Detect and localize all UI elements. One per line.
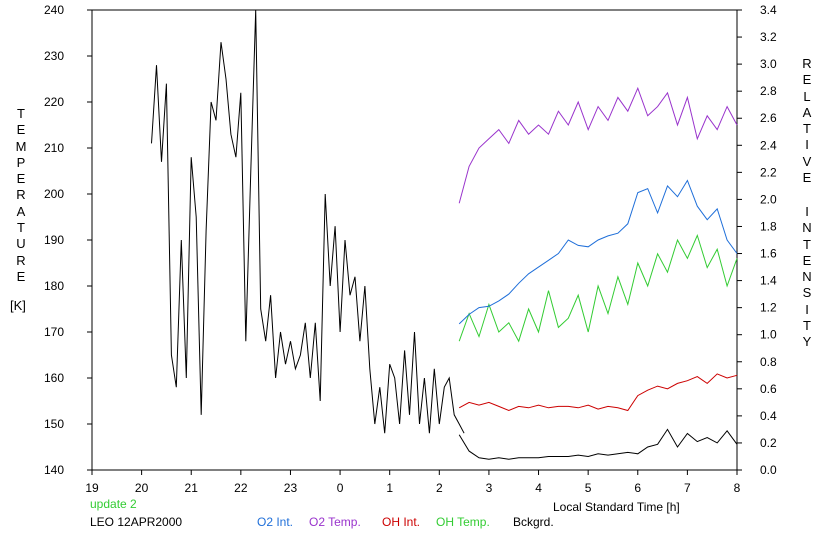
left-tick-label: 200	[44, 187, 64, 201]
x-tick-label: 6	[634, 481, 641, 495]
left-tick-label: 220	[44, 95, 64, 109]
right-tick-label: 1.8	[760, 219, 777, 233]
axis-title-letter: E	[802, 252, 812, 268]
axis-title-letter: T	[803, 121, 811, 137]
legend-entry: OH Temp.	[436, 515, 490, 529]
update-annotation: update 2	[90, 497, 137, 511]
axis-title-letter: R	[802, 56, 812, 71]
axis-title-letter: T	[803, 318, 811, 334]
x-tick-label: 7	[684, 481, 691, 495]
legend-entry: O2 Int.	[257, 515, 294, 529]
axis-title-letter: R	[16, 252, 26, 268]
x-tick-label: 21	[185, 481, 199, 495]
x-axis-title: Local Standard Time [h]	[553, 500, 680, 514]
axis-title-letter: V	[802, 153, 812, 169]
left-axis-unit: [K]	[10, 298, 26, 313]
series-line-temperature	[151, 9, 465, 434]
right-tick-label: 0.0	[760, 463, 777, 477]
series-line-o2-temp-	[458, 86, 738, 204]
right-tick-label: 1.0	[760, 328, 777, 342]
left-tick-label: 170	[44, 325, 64, 339]
left-tick-label: 140	[44, 463, 64, 477]
x-tick-label: 5	[585, 481, 592, 495]
plot-frame	[91, 9, 738, 471]
right-tick-label: 2.8	[760, 84, 777, 98]
right-tick-label: 1.2	[760, 301, 777, 315]
right-tick-label: 3.0	[760, 57, 777, 71]
station-date-annotation: LEO 12APR2000	[90, 515, 183, 529]
axis-title-letter: L	[803, 88, 811, 104]
legend-entry: O2 Temp.	[309, 515, 361, 529]
x-tick-label: 2	[436, 481, 443, 495]
left-tick-label: 150	[44, 417, 64, 431]
right-tick-label: 2.6	[760, 111, 777, 125]
right-tick-label: 2.4	[760, 138, 777, 152]
right-tick-label: 0.4	[760, 409, 777, 423]
axis-title-letter: T	[17, 220, 25, 236]
axis-title-letter: E	[16, 122, 26, 138]
axis-title-letter: I	[805, 204, 809, 219]
right-tick-label: 0.8	[760, 355, 777, 369]
legend-entry: Bckgrd.	[513, 515, 554, 529]
axis-title-letter: I	[805, 301, 809, 317]
x-tick-label: 3	[486, 481, 493, 495]
series-line-oh-int-	[458, 373, 738, 412]
x-tick-label: 22	[234, 481, 248, 495]
axis-title-letter: S	[802, 285, 812, 301]
x-tick-label: 23	[284, 481, 298, 495]
axis-title-letter: M	[15, 138, 27, 154]
axis-title-letter: A	[16, 203, 26, 219]
left-tick-label: 210	[44, 141, 64, 155]
series-line-oh-temp-	[458, 233, 738, 343]
right-tick-label: 0.6	[760, 382, 777, 396]
right-tick-label: 3.4	[760, 3, 777, 17]
x-tick-label: 0	[337, 481, 344, 495]
axis-title-letter: R	[16, 187, 26, 203]
axis-title-letter: E	[802, 72, 812, 88]
right-tick-label: 0.2	[760, 436, 777, 450]
right-tick-label: 2.0	[760, 192, 777, 206]
axis-title-letter: T	[17, 106, 25, 121]
left-tick-label: 160	[44, 371, 64, 385]
x-tick-label: 8	[734, 481, 741, 495]
axis-title-letter: P	[16, 154, 26, 170]
tick-labels-group: 19 20 21 22 23 0 1 2 3 4 5 6 7 8140150160170180190200…	[44, 3, 777, 495]
right-tick-label: 1.4	[760, 274, 777, 288]
axis-title-letter: I	[805, 137, 809, 153]
axis-title-letter: E	[16, 171, 26, 187]
axes-group	[87, 9, 742, 475]
right-tick-label: 1.6	[760, 247, 777, 261]
left-tick-label: 230	[44, 49, 64, 63]
left-tick-label: 190	[44, 233, 64, 247]
left-tick-label: 180	[44, 279, 64, 293]
series-line-o2-int-	[458, 179, 738, 325]
axis-title-letter: U	[16, 236, 26, 252]
axis-title-letter: E	[16, 268, 26, 284]
axis-title-letter: N	[802, 220, 812, 236]
axis-title-letter: Y	[802, 334, 812, 350]
x-tick-label: 1	[386, 481, 393, 495]
axis-title-letter: T	[803, 236, 811, 252]
axis-title-letter: E	[802, 170, 812, 186]
series-line-bckgrd-	[458, 428, 738, 460]
x-tick-label: 4	[535, 481, 542, 495]
axis-title-letter: N	[802, 269, 812, 285]
legend-entry: OH Int.	[382, 515, 421, 529]
axis-title-letter: A	[802, 104, 812, 120]
series-group	[151, 9, 738, 460]
right-tick-label: 3.2	[760, 30, 777, 44]
right-tick-label: 2.2	[760, 165, 777, 179]
x-tick-label: 19	[85, 481, 99, 495]
x-tick-label: 20	[135, 481, 149, 495]
left-tick-label: 240	[44, 3, 64, 17]
